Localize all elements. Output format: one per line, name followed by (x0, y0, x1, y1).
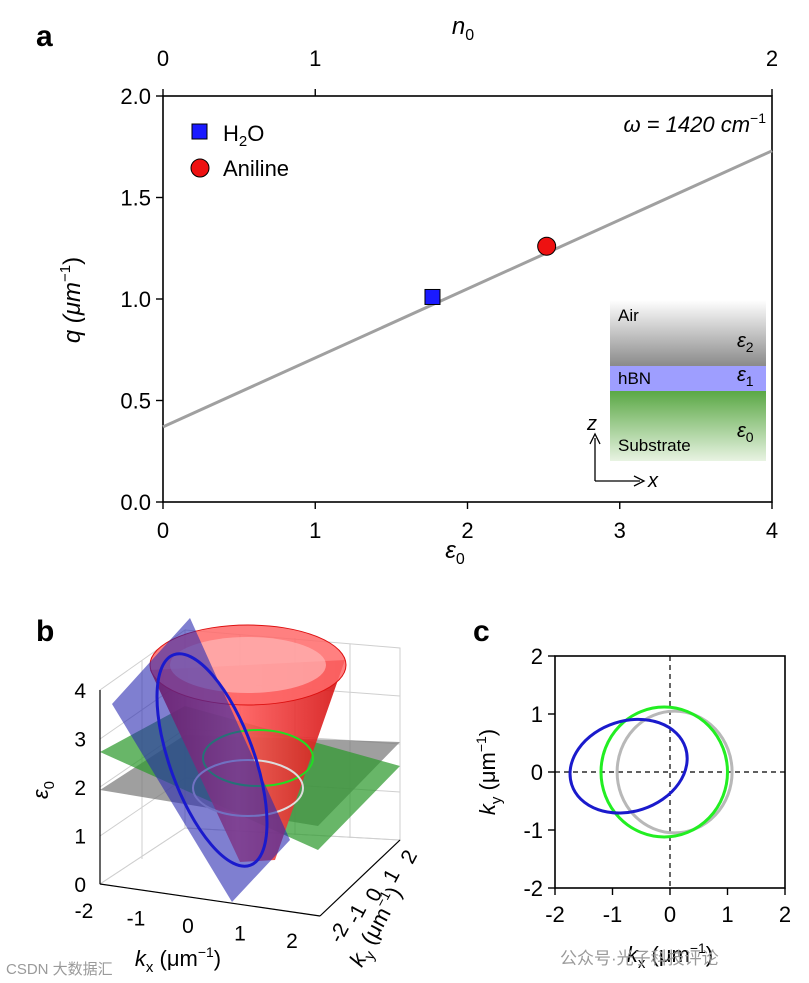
x-axis-c: -2 -1 0 1 2 (545, 888, 791, 927)
y-tick-label-c: -1 (523, 818, 543, 843)
watermark-left: CSDN 大数据汇 (6, 961, 113, 978)
y-tick-label-a: 0.0 (120, 490, 151, 515)
fit-line (162, 149, 773, 429)
substrate-layer (610, 391, 766, 461)
x-tick-label-c: 0 (664, 902, 676, 927)
x-ticks-b: -2 -1 0 1 2 (75, 900, 298, 953)
z-axis-title-b: ε0 (28, 781, 58, 799)
hbn-layer (610, 366, 766, 391)
legend-aniline-swatch (190, 158, 210, 178)
x-tick-label-a: 2 (461, 518, 473, 543)
air-layer (610, 300, 766, 366)
x-tick-label-c: 2 (779, 902, 791, 927)
x-tick-label-c: 1 (721, 902, 733, 927)
z-tick-label-b: 1 (74, 826, 86, 849)
green-contour (599, 705, 729, 839)
y-axis-title-b: ky (μm−1) (342, 882, 411, 973)
z-tick-label-b: 4 (74, 680, 86, 703)
x-tick-label-b: -2 (75, 900, 94, 923)
blue-contour (568, 717, 689, 815)
substrate-label: Substrate (618, 436, 691, 455)
panel-label-b: b (36, 615, 54, 648)
x-arrowhead-icon (633, 475, 646, 487)
y-tick-label-c: 2 (531, 644, 543, 669)
top-tick-label-a: 2 (766, 46, 778, 71)
top-axis-title-a: n0 (452, 13, 474, 44)
x-tick-label-a: 1 (309, 518, 321, 543)
z-tick-label-b: 3 (74, 729, 86, 752)
x-tick-label-a: 3 (614, 518, 626, 543)
x-axis-title-a: ε0 (445, 537, 465, 568)
z-tick-label-b: 2 (74, 777, 86, 800)
top-tick-label-a: 1 (309, 46, 321, 71)
z-tick-label-b: 0 (74, 874, 86, 897)
x-tick-label-b: 1 (234, 923, 246, 946)
x-tick-label-c: -1 (603, 902, 623, 927)
y-tick-label-c: 0 (531, 760, 543, 785)
y-axis-c: -2 -1 0 1 2 (523, 644, 555, 901)
y-tick-label-a: 0.5 (120, 389, 151, 414)
x-axis-b (99, 883, 321, 917)
hbn-label: hBN (618, 369, 651, 388)
x-axis-title-b: kx (μm−1) (135, 944, 221, 976)
panel-a: a 0.0 0.5 1.0 1.5 2.0 0 1 2 3 4 0 1 2 ε0 n0 q (μm−… (36, 13, 778, 568)
x-axis-a: 0 1 2 3 4 (157, 502, 778, 543)
eps2-label: ε2 (737, 330, 754, 355)
frequency-annotation: ω = 1420 cm−1 (623, 110, 766, 137)
legend-h2o-label: H2O (223, 121, 264, 150)
x-tick-label-b: 2 (286, 930, 298, 953)
x-tick-label-b: 0 (182, 915, 194, 938)
legend-aniline-label: Aniline (223, 156, 289, 181)
panel-label-c: c (473, 615, 490, 648)
legend-a: H2O Aniline (190, 121, 289, 181)
gray-contour (615, 709, 734, 835)
blue-ring (155, 652, 269, 868)
z-arrowhead-icon (589, 432, 601, 445)
y-tick-label-a: 1.5 (120, 186, 151, 211)
air-label: Air (618, 306, 639, 325)
z-ticks-b: 0 1 2 3 4 (74, 680, 86, 897)
y-axis-b (319, 839, 401, 917)
x-tick-label-a: 4 (766, 518, 778, 543)
y-tick-label-a: 1.0 (120, 287, 151, 312)
y-tick-label-a: 2.0 (120, 84, 151, 109)
y-tick-label-b: 1 (379, 865, 405, 886)
eps1-label: ε1 (737, 364, 754, 389)
y-axis-title-c: ky (μm−1) (473, 729, 505, 815)
y-tick-label-b: 2 (396, 846, 422, 867)
aniline-marker (537, 236, 557, 256)
y-tick-label-c: -2 (523, 876, 543, 901)
y-axis-a: 0.0 0.5 1.0 1.5 2.0 (120, 84, 163, 515)
panel-label-a: a (36, 20, 53, 53)
top-axis-a: 0 1 2 (157, 46, 778, 96)
x-tick-label-a: 0 (157, 518, 169, 543)
legend-h2o-swatch (191, 123, 208, 140)
x-axis-title-c: kx (μm−1) (627, 940, 713, 972)
watermark-right: 公众号·光子科技评论 (560, 949, 719, 968)
top-tick-label-a: 0 (157, 46, 169, 71)
y-tick-label-c: 1 (531, 702, 543, 727)
x-axis-label: x (647, 470, 659, 492)
y-axis-title-a: q (μm−1) (57, 257, 86, 343)
x-tick-label-b: -1 (127, 908, 146, 931)
panel-c: c -2 -1 0 1 2 -2 -1 0 1 2 kx (μm−1) ky (μm−1) (473, 615, 791, 972)
z-axis-label: z (586, 413, 597, 435)
x-tick-label-c: -2 (545, 902, 565, 927)
eps0-label: ε0 (737, 420, 754, 445)
plot-frame-c (554, 655, 786, 889)
layer-inset: Air ε2 hBN ε1 Substrate ε0 z x (586, 300, 766, 492)
y-tick-label-b: -2 (325, 919, 354, 946)
h2o-marker (424, 288, 441, 305)
